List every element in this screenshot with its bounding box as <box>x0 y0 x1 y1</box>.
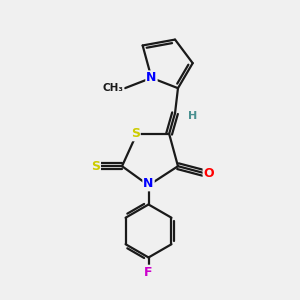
Text: N: N <box>143 177 154 190</box>
Text: H: H <box>188 111 197 121</box>
Text: S: S <box>91 160 100 173</box>
Text: CH₃: CH₃ <box>103 83 124 93</box>
Text: F: F <box>144 266 153 279</box>
Text: S: S <box>131 127 140 140</box>
Text: N: N <box>146 71 157 84</box>
Text: O: O <box>204 167 214 180</box>
